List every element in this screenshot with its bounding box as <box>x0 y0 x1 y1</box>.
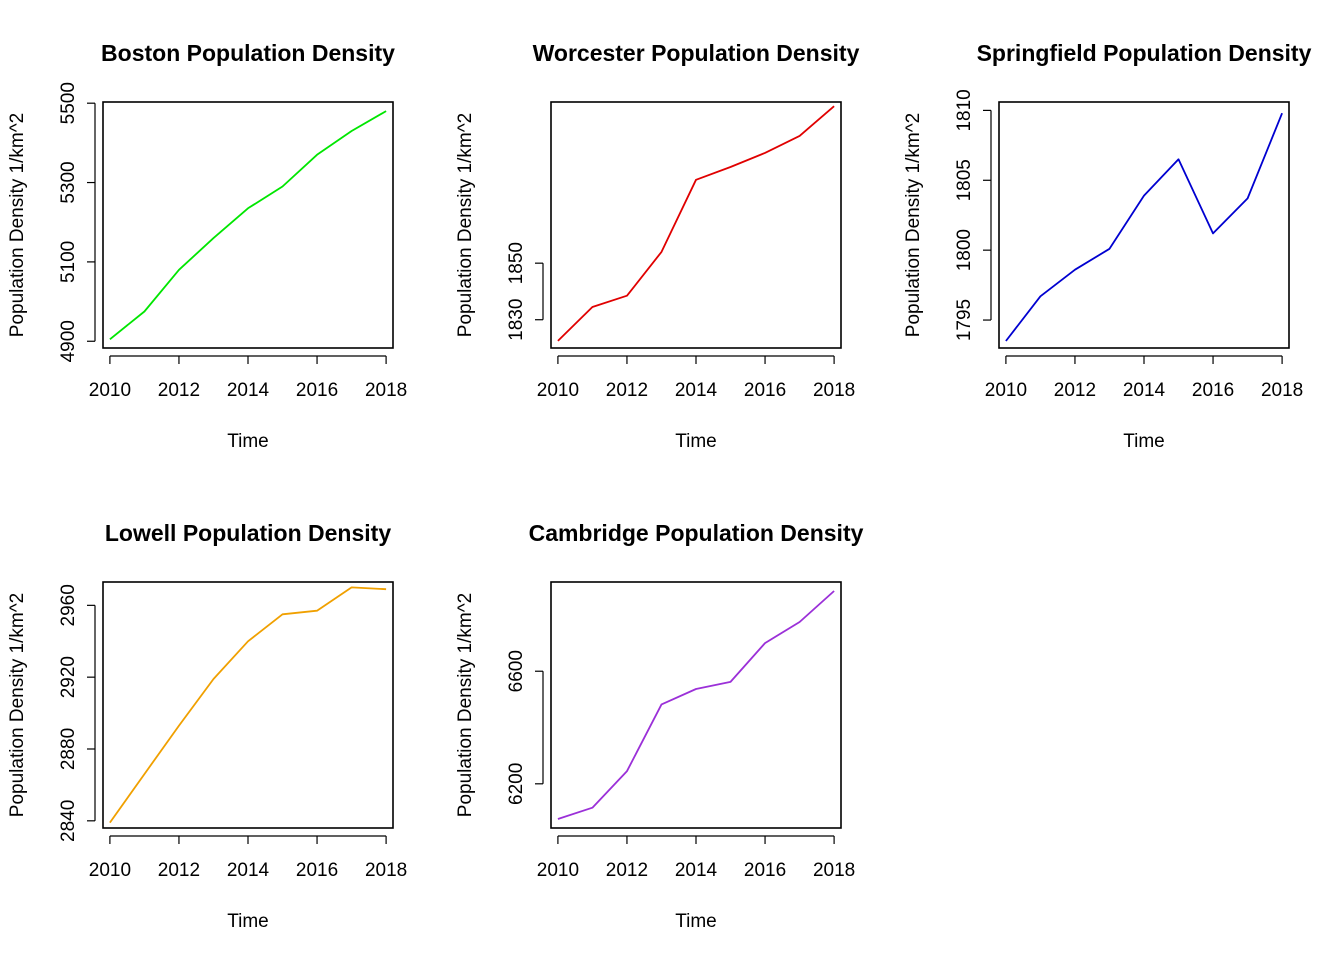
y-tick-label: 1850 <box>506 242 527 284</box>
series-line <box>557 105 835 342</box>
y-tick-label: 1800 <box>954 229 975 271</box>
x-tick-label: 2016 <box>744 860 786 881</box>
x-tick-label: 2010 <box>89 380 131 401</box>
panel-springfield: Springfield Population Density Time Popu… <box>903 40 1312 452</box>
y-axis-label: Population Density 1/km^2 <box>903 113 924 337</box>
series-line <box>1005 112 1283 342</box>
plot-frame <box>550 581 842 829</box>
y-axis-label: Population Density 1/km^2 <box>455 593 476 817</box>
y-tick-label: 6200 <box>506 763 527 805</box>
x-tick-label: 2016 <box>744 380 786 401</box>
x-tick-label: 2018 <box>813 860 855 881</box>
chart-title: Worcester Population Density <box>533 40 860 66</box>
y-axis-label: Population Density 1/km^2 <box>455 113 476 337</box>
x-tick-label: 2012 <box>158 860 200 881</box>
panel-boston: Boston Population Density Time Populatio… <box>7 40 407 452</box>
plot-frame <box>102 101 394 349</box>
x-tick-label: 2010 <box>537 380 579 401</box>
y-tick-label: 2840 <box>58 800 79 842</box>
x-tick-label: 2014 <box>1123 380 1166 401</box>
x-axis-label: Time <box>1123 431 1165 452</box>
plot-frame <box>102 581 394 829</box>
x-tick-label: 2012 <box>1054 380 1096 401</box>
y-tick-label: 1805 <box>954 159 975 201</box>
x-axis-label: Time <box>227 431 269 452</box>
y-tick-label: 5500 <box>58 82 79 124</box>
plot-frame <box>550 101 842 349</box>
y-tick-label: 5100 <box>58 241 79 283</box>
x-tick-label: 2012 <box>606 860 648 881</box>
y-tick-label: 2920 <box>58 656 79 698</box>
plot-frame <box>998 101 1290 349</box>
x-tick-label: 2014 <box>227 380 270 401</box>
x-tick-label: 2016 <box>296 860 338 881</box>
series-line <box>557 590 835 820</box>
x-tick-label: 2018 <box>365 860 407 881</box>
series-line <box>109 110 387 341</box>
x-tick-label: 2010 <box>537 860 579 881</box>
y-tick-label: 1830 <box>506 299 527 341</box>
x-axis-label: Time <box>675 911 717 932</box>
panel-lowell: Lowell Population Density Time Populatio… <box>7 520 407 932</box>
y-tick-label: 1810 <box>954 89 975 131</box>
x-tick-label: 2012 <box>606 380 648 401</box>
chart-title: Cambridge Population Density <box>529 520 864 546</box>
y-tick-label: 6600 <box>506 650 527 692</box>
x-tick-label: 2018 <box>1261 380 1303 401</box>
y-tick-label: 1795 <box>954 299 975 341</box>
x-tick-label: 2014 <box>675 380 718 401</box>
x-tick-label: 2014 <box>227 860 270 881</box>
y-tick-label: 2880 <box>58 728 79 770</box>
y-tick-label: 2960 <box>58 584 79 626</box>
chart-title: Lowell Population Density <box>105 520 391 546</box>
y-tick-label: 5300 <box>58 161 79 203</box>
chart-title: Boston Population Density <box>101 40 395 66</box>
x-axis-label: Time <box>675 431 717 452</box>
x-tick-label: 2016 <box>296 380 338 401</box>
x-tick-label: 2014 <box>675 860 718 881</box>
x-tick-label: 2012 <box>158 380 200 401</box>
chart-title: Springfield Population Density <box>977 40 1312 66</box>
y-axis-label: Population Density 1/km^2 <box>7 593 28 817</box>
panel-worcester: Worcester Population Density Time Popula… <box>455 40 860 452</box>
y-tick-label: 4900 <box>58 320 79 362</box>
y-axis-label: Population Density 1/km^2 <box>7 113 28 337</box>
x-tick-label: 2018 <box>365 380 407 401</box>
panel-cambridge: Cambridge Population Density Time Popula… <box>455 520 864 932</box>
x-tick-label: 2016 <box>1192 380 1234 401</box>
x-tick-label: 2018 <box>813 380 855 401</box>
x-tick-label: 2010 <box>89 860 131 881</box>
x-tick-label: 2010 <box>985 380 1027 401</box>
x-axis-label: Time <box>227 911 269 932</box>
series-line <box>109 586 387 824</box>
